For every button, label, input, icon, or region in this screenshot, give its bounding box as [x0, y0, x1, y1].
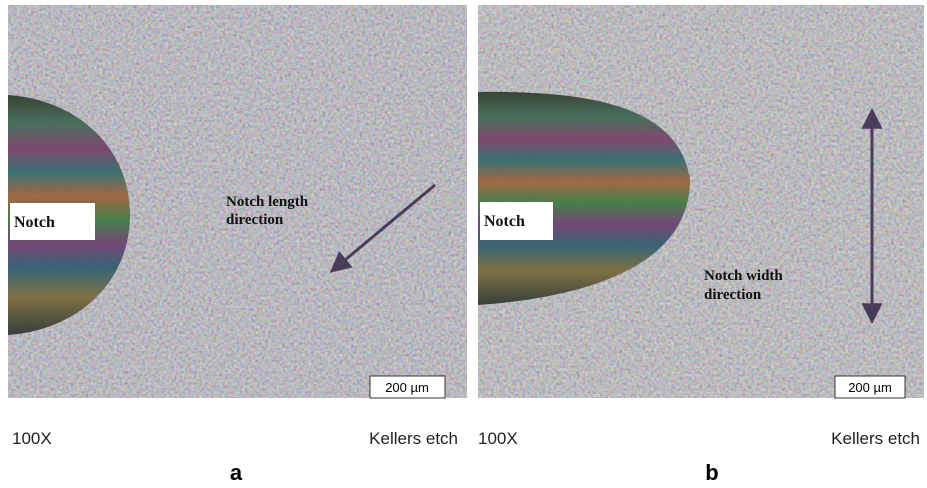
scale-bar: 200 µm [385, 380, 429, 395]
magnification: 100X [12, 429, 52, 448]
direction-box: Notch length direction [226, 193, 356, 243]
magnification: 100X [478, 429, 518, 448]
etch: Kellers etch [369, 429, 458, 448]
notch-label: Notch [484, 213, 525, 230]
notch-label: Notch [14, 214, 55, 231]
direction-label: Notch width direction [704, 267, 819, 305]
scale-bar: 200 µm [848, 380, 892, 395]
page: Notch Notch length direction 200 µm 100X… [0, 0, 927, 488]
panel-a: Notch Notch length direction 200 µm 100X… [8, 5, 467, 485]
panel-letter: b [705, 460, 718, 485]
etch: Kellers etch [831, 429, 920, 448]
figure: Notch Notch length direction 200 µm 100X… [0, 0, 927, 488]
panel-letter: a [230, 460, 243, 485]
direction-box: Notch width direction [704, 267, 834, 317]
direction-label: Notch length direction [226, 193, 336, 229]
panel-b: Notch Notch width direction 200 µm 100X … [478, 5, 924, 485]
